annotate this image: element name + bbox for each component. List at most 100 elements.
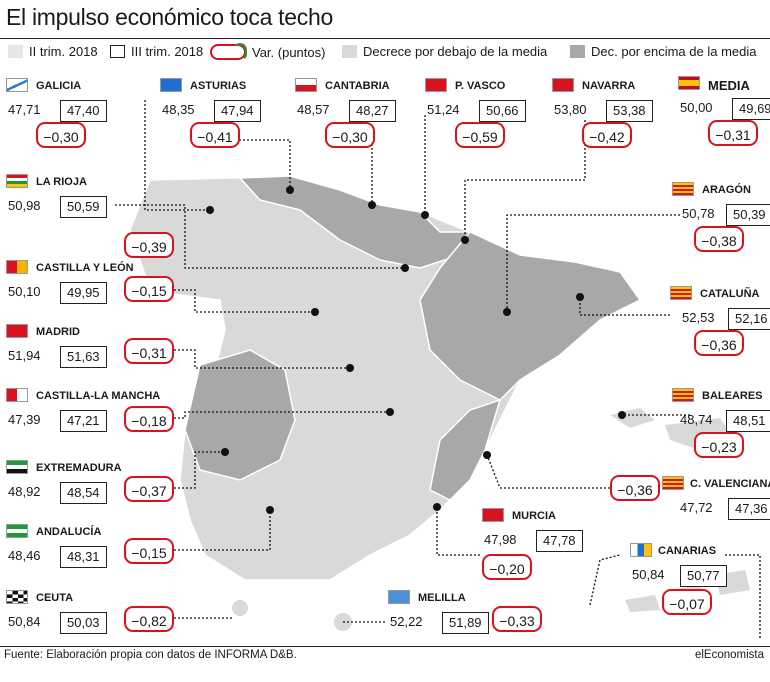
baleares-flag-icon [672,388,694,402]
value-t3: 48,27 [349,100,396,122]
region-cyl: CASTILLA Y LEÓN 50,10 49,95 −0,15 [6,260,174,352]
dot-clm [386,408,394,416]
region-name: ANDALUCÍA [36,526,102,538]
leader-cvalenciana [486,454,610,489]
dot-extremadura [221,448,229,456]
leader-aragon [506,214,680,312]
dot-navarra [461,236,469,244]
spain-map [115,100,761,640]
variation-badge: −0,31 [124,338,174,364]
region-asturias: ASTURIAS 48,35 47,94 −0,41 [160,78,270,170]
value-t3: 47,36 [728,498,770,520]
value-t2: 48,57 [297,102,330,117]
variation-badge: −0,31 [708,120,758,146]
value-t2: 51,94 [8,348,41,363]
region-pvasco: P. VASCO 51,24 50,66 −0,59 [425,78,535,170]
leader-galicia [144,100,210,211]
region-cantabria: CANTABRIA 48,57 48,27 −0,30 [295,78,405,170]
leader-andalucia [170,510,271,551]
rioja-flag-icon [6,174,28,188]
value-t3: 51,89 [442,612,489,634]
value-t2: 53,80 [554,102,587,117]
value-t2: 52,22 [390,614,423,629]
legend-t2: II trim. 2018 [8,44,98,59]
region-baleares: BALEARES 48,74 48,51 −0,23 [672,388,770,480]
value-t2: 50,10 [8,284,41,299]
value-t3: 48,31 [60,546,107,568]
value-t2: 47,39 [8,412,41,427]
region-andalucia: ANDALUCÍA 48,46 48,31 −0,15 [6,524,174,616]
region-extremadura: EXTREMADURA 48,92 48,54 −0,37 [6,460,174,552]
value-t3: 49,95 [60,282,107,304]
value-t3: 51,63 [60,346,107,368]
variation-badge: −0,42 [582,122,632,148]
region-name: BALEARES [702,390,763,402]
region-ceuta: CEUTA 50,84 50,03 −0,82 [6,590,174,682]
region-clm: CASTILLA-LA MANCHA 47,39 47,21 −0,18 [6,388,174,480]
region-name: MADRID [36,326,80,338]
value-t3: 47,94 [214,100,261,122]
region-name: CATALUÑA [700,288,760,300]
value-t2: 50,00 [680,100,713,115]
value-t3: 47,78 [536,530,583,552]
legend-var: Var. (puntos) [210,43,325,61]
ceuta-dot-area [232,600,248,616]
region-melilla: MELILLA 52,22 51,89 −0,33 [388,590,542,682]
region-name: EXTREMADURA [36,462,122,474]
variation-badge: −0,38 [694,226,744,252]
canarias-flag-icon [630,543,652,557]
legend-above-label: Dec. por encima de la media [591,44,757,59]
variation-badge: −0,07 [662,589,712,615]
dot-rioja [401,264,409,272]
cvalenciana-flag-icon [662,476,684,490]
value-t3: 50,39 [726,204,770,226]
region-aragon: ARAGÓN 50,78 50,39 −0,38 [672,182,770,274]
value-t2: 48,35 [162,102,195,117]
dot-asturias [286,186,294,194]
legend-t3: III trim. 2018 [110,44,203,59]
value-t3: 50,66 [479,100,526,122]
region-madrid: MADRID 51,94 51,63 −0,31 [6,324,174,416]
region-name: CANARIAS [658,545,717,557]
leader-canarias-right [725,554,761,640]
dot-aragon [503,308,511,316]
dot-cyl [311,308,319,316]
variation-badge: −0,15 [124,276,174,302]
value-t2: 51,24 [427,102,460,117]
cantabria-flag-icon [295,78,317,92]
value-t3: 49,69 [732,98,770,120]
asturias-flag-icon [160,78,182,92]
variation-badge: −0,41 [190,122,240,148]
brand-logo: elEconomista [694,649,764,661]
region-name: GALICIA [36,80,82,92]
spain-flag-icon [678,76,700,90]
leader-cataluna [579,297,670,316]
region-cataluna: CATALUÑA 52,53 52,16 −0,36 [670,286,770,378]
region-media: MEDIA 50,00 49,69 −0,31 [678,76,770,168]
aragon-catalonia-above [419,231,642,401]
dot-cantabria [368,201,376,209]
dot-galicia [206,206,214,214]
valencia-above [429,398,502,501]
dot-madrid [346,364,354,372]
value-t2: 48,74 [680,412,713,427]
value-t2: 50,78 [682,206,715,221]
source-note: Fuente: Elaboración propia con datos de … [4,649,297,661]
legend-t3-label: III trim. 2018 [131,44,204,59]
legend-var-swatch [210,43,247,61]
region-name: CANTABRIA [325,80,390,92]
dot-andalucia [266,506,274,514]
leader-madrid [170,349,350,369]
region-canarias: CANARIAS 50,84 50,77 −0,07 [602,543,727,635]
madrid-flag-icon [6,324,28,338]
dot-cataluna [576,293,584,301]
variation-badge: −0,33 [492,606,542,632]
variation-badge: −0,15 [124,538,174,564]
legend-below-swatch [342,45,357,58]
ceuta-flag-icon [6,590,28,604]
region-name: MEDIA [708,78,750,93]
legend-t3-swatch [110,45,125,58]
aragon-flag-icon [672,182,694,196]
leader-clm [170,411,390,419]
leader-extremadura [170,451,225,489]
